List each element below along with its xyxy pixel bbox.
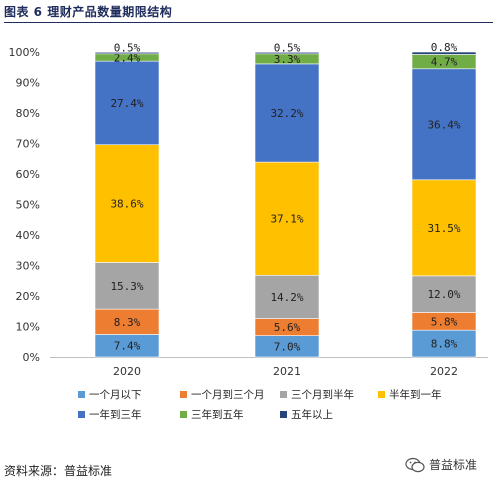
y-tick-label: 40% bbox=[16, 229, 40, 242]
data-label: 5.6% bbox=[274, 321, 301, 334]
bar-segment bbox=[411, 68, 477, 181]
y-tick-label: 30% bbox=[16, 260, 40, 273]
bar-segment bbox=[94, 144, 160, 263]
x-tick-label: 2022 bbox=[430, 365, 458, 378]
data-label: 0.5% bbox=[274, 41, 301, 54]
data-label: 15.3% bbox=[110, 280, 143, 293]
y-tick-label: 50% bbox=[16, 199, 40, 212]
legend-label: 三年到五年 bbox=[191, 408, 244, 421]
legend-label: 三个月到半年 bbox=[291, 388, 354, 401]
x-tick-label: 2021 bbox=[273, 365, 301, 378]
data-label: 8.3% bbox=[114, 316, 141, 329]
watermark-text: 普益标准 bbox=[429, 458, 478, 472]
y-tick-label: 80% bbox=[16, 107, 40, 120]
y-tick-label: 0% bbox=[23, 351, 40, 364]
y-tick-label: 10% bbox=[16, 321, 40, 334]
data-label: 5.8% bbox=[431, 315, 458, 328]
legend-swatch bbox=[280, 411, 287, 418]
data-label: 7.4% bbox=[114, 340, 141, 353]
data-label: 4.7% bbox=[431, 56, 458, 69]
bar-segment bbox=[94, 52, 160, 55]
bar-segment bbox=[411, 51, 477, 55]
data-label: 3.3% bbox=[274, 53, 301, 66]
x-tick-label: 2020 bbox=[113, 365, 141, 378]
bar-segment bbox=[94, 262, 160, 310]
data-label: 8.8% bbox=[431, 338, 458, 351]
source-note: 资料来源：普益标准 bbox=[4, 464, 113, 478]
data-label: 37.1% bbox=[270, 213, 303, 226]
legend-label: 一年到三年 bbox=[89, 408, 142, 421]
legend-label: 半年到一年 bbox=[389, 388, 442, 401]
bar-segment bbox=[254, 161, 320, 276]
title-divider bbox=[4, 22, 493, 23]
chart-title: 图表 6 理财产品数量期限结构 bbox=[4, 5, 173, 19]
legend-swatch bbox=[78, 411, 85, 418]
data-label: 2.4% bbox=[114, 51, 141, 64]
bar-segment bbox=[411, 275, 477, 313]
data-label: 36.4% bbox=[427, 118, 460, 131]
data-label: 12.0% bbox=[427, 288, 460, 301]
bar-segment bbox=[411, 179, 477, 277]
data-label: 31.5% bbox=[427, 222, 460, 235]
legend-swatch bbox=[78, 391, 85, 398]
data-label: 27.4% bbox=[110, 97, 143, 110]
legend-label: 一个月以下 bbox=[89, 389, 142, 401]
y-tick-label: 60% bbox=[16, 168, 40, 181]
legend-swatch bbox=[378, 391, 385, 398]
legend-swatch bbox=[280, 391, 287, 398]
y-tick-label: 70% bbox=[16, 138, 40, 151]
data-label: 14.2% bbox=[270, 291, 303, 304]
legend-label: 一个月到三个月 bbox=[191, 389, 265, 401]
legend-swatch bbox=[180, 411, 187, 418]
data-label: 32.2% bbox=[270, 107, 303, 120]
data-label: 0.5% bbox=[114, 41, 141, 54]
bar-segment bbox=[411, 329, 477, 358]
data-label: 7.0% bbox=[274, 340, 301, 353]
wechat-icon bbox=[405, 457, 425, 473]
y-tick-label: 90% bbox=[16, 77, 40, 90]
data-label: 38.6% bbox=[110, 198, 143, 211]
bar-segment bbox=[254, 52, 320, 55]
data-label: 0.8% bbox=[431, 41, 458, 54]
y-tick-label: 100% bbox=[9, 46, 40, 59]
stacked-bar-chart: 0% 10% 20% 30% 40% 50% 60% 70% 80% 90% 100% 7.4% 8.3… bbox=[9, 41, 488, 421]
legend-label: 五年以上 bbox=[291, 408, 333, 421]
legend-swatch bbox=[180, 391, 187, 398]
watermark: 普益标准 bbox=[405, 456, 477, 473]
bar-segment bbox=[254, 274, 320, 319]
y-tick-label: 20% bbox=[16, 290, 40, 303]
bar-segment bbox=[94, 308, 160, 335]
